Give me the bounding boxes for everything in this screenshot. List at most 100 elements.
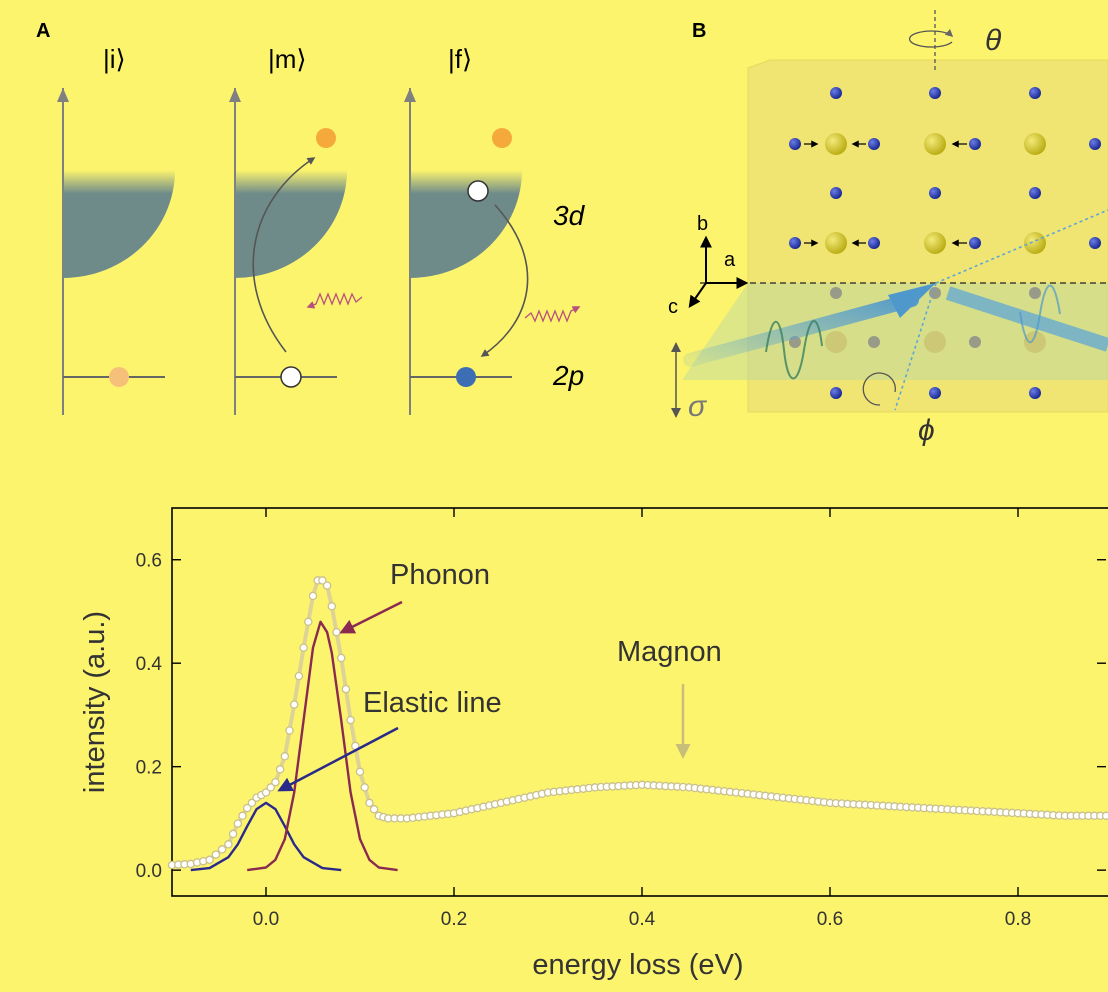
band-3d (63, 170, 175, 278)
data-point (369, 805, 379, 814)
data-point (294, 671, 304, 681)
atom-yellow-faded (825, 331, 847, 353)
data-point (289, 700, 299, 709)
annotation-magnon: Magnon (617, 636, 722, 668)
y-tick-label: 0.0 (136, 861, 162, 882)
data-point (275, 765, 285, 774)
atom-blue (969, 138, 981, 150)
data-point (211, 850, 221, 859)
x-tick-label: 0.2 (441, 909, 467, 930)
incident-beam (683, 293, 919, 367)
sigma-label: σ (688, 390, 708, 423)
data-point (341, 684, 351, 694)
atom-blue (1029, 187, 1041, 199)
data-point (238, 811, 247, 821)
series-elastic-line (190, 801, 342, 872)
phi-label: ϕ (918, 414, 935, 447)
y-tick-label: 0.4 (136, 654, 163, 675)
data-point (308, 591, 318, 601)
state-initial (57, 88, 175, 415)
orbital-2p-label: 2p (553, 360, 585, 391)
data-point (217, 845, 227, 854)
atom-blue (789, 138, 801, 150)
data-point (355, 767, 365, 777)
state-final (404, 88, 581, 415)
atom-blue (868, 237, 880, 249)
incident-beam-arrow-icon (888, 283, 936, 318)
scattered-beam (945, 286, 1108, 352)
band-3d (235, 170, 347, 278)
energy-axis-arrow-icon (57, 88, 69, 102)
data-point (228, 829, 238, 839)
atom-blue (830, 387, 842, 399)
atom-yellow (1024, 133, 1046, 155)
atom-blue (1029, 87, 1041, 99)
x-tick-label: 0.6 (817, 909, 843, 930)
excited-electron (316, 128, 336, 148)
data-point (318, 576, 327, 585)
atom-blue (1029, 387, 1041, 399)
atom-yellow-faded (924, 331, 946, 353)
data-point (304, 617, 313, 627)
data-point (233, 819, 243, 828)
atom-blue (789, 237, 801, 249)
x-axis-label: energy loss (eV) (532, 949, 743, 981)
atom-gray (1029, 287, 1041, 299)
data-point (336, 653, 346, 663)
y-tick-label: 0.6 (136, 551, 162, 572)
incident-wave-icon (765, 320, 823, 380)
data-point (247, 798, 257, 808)
ket-final: |f⟩ (448, 44, 473, 74)
decay-arrow (480, 204, 529, 357)
data-point (1101, 811, 1108, 821)
ket-intermediate: |m⟩ (268, 44, 307, 74)
data-point (224, 840, 233, 849)
excited-electron (492, 128, 512, 148)
annotation-elastic-arrow (277, 726, 399, 792)
scattered-wave-icon (1019, 284, 1061, 344)
data-point (242, 803, 252, 813)
data-point (299, 643, 308, 652)
series-phonon-line (247, 620, 398, 872)
panel-a-label: A (36, 20, 51, 42)
state-intermediate (229, 88, 363, 415)
atom-gray (969, 336, 981, 348)
data-point (205, 855, 214, 865)
x-tick-label: 0.0 (253, 909, 279, 930)
data-point (271, 777, 280, 787)
atom-gray (830, 287, 842, 299)
atom-yellow-faded (1024, 331, 1046, 353)
atom-yellow (924, 133, 946, 155)
annotation-elastic-line: Elastic line (363, 687, 502, 719)
atom-gray (868, 336, 880, 348)
data-point (261, 788, 271, 797)
ket-initial: |i⟩ (103, 44, 126, 74)
theta-rotation-icon (908, 28, 954, 48)
x-tick-label: 0.4 (629, 909, 656, 930)
series-layer (167, 576, 1108, 872)
orbital-3d-label: 3d (553, 200, 585, 231)
valence-hole (467, 180, 489, 202)
displacement-arrows (804, 140, 967, 247)
atom-yellow (825, 232, 847, 254)
atom-yellow (825, 133, 847, 155)
data-point (327, 602, 337, 611)
incident-photon-icon (306, 292, 363, 309)
x-tick-label: 0.8 (1005, 909, 1031, 930)
normal-dashed (894, 282, 937, 411)
sigma-up-arrow-icon (671, 342, 681, 352)
energy-axis-arrow-icon (404, 88, 416, 102)
sigma-down-arrow-icon (671, 408, 681, 418)
atom-blue (929, 87, 941, 99)
atom-lattice (789, 87, 1101, 399)
y-axis-label: intensity (a.u.) (79, 611, 111, 793)
axis-a-label: a (724, 249, 736, 271)
emitted-photon-icon (524, 306, 581, 323)
q-vector-dashed (935, 209, 1108, 284)
excitation-arrow (252, 157, 316, 353)
atom-blue (1089, 138, 1101, 150)
axis-c-label: c (668, 296, 678, 318)
phi-rotation-icon (862, 372, 896, 406)
